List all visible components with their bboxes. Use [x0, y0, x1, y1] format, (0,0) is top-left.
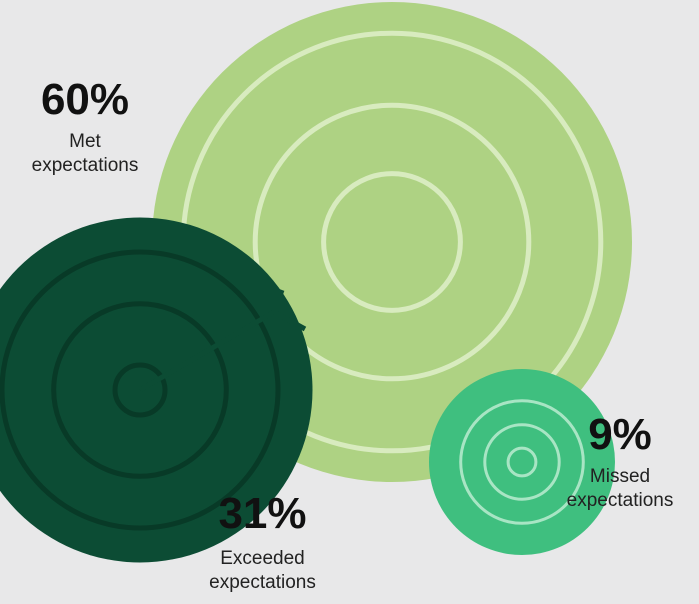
bubble-missed-ring-3 [506, 446, 538, 478]
dart-fletch-lower [272, 309, 307, 332]
bubble-missed-ring-2 [483, 423, 561, 501]
dart-shaft [138, 309, 276, 393]
bubble-exceeded [0, 217, 313, 563]
met-caption-line2: expectations [31, 155, 139, 176]
met-percent: 60% [40, 75, 130, 124]
missed-caption-line1: Missed [589, 466, 651, 487]
exceeded-caption-line2: expectations [209, 572, 316, 593]
bubble-met-ring-2 [252, 102, 532, 382]
dart-arrow [138, 289, 307, 393]
label-exceeded: 31% Exceeded expectations [180, 492, 345, 595]
bubble-exceeded-ring-3 [112, 362, 168, 418]
label-missed: 9% Missed expectations [545, 413, 695, 513]
bubble-exceeded-ring-2 [51, 301, 229, 479]
exceeded-percent: 31% [218, 489, 307, 538]
dart-fletch-upper [271, 289, 285, 313]
missed-percent: 9% [588, 410, 652, 459]
label-met: 60% Met expectations [10, 78, 160, 178]
bubble-exceeded-ring-1 [0, 249, 281, 531]
missed-caption-line2: expectations [566, 490, 674, 511]
met-caption-line1: Met [69, 131, 101, 152]
bubble-missed-ring-1 [459, 399, 585, 525]
bubble-missed [429, 369, 615, 555]
bubble-met-ring-3 [321, 171, 463, 313]
exceeded-caption-line1: Exceeded [220, 548, 305, 569]
